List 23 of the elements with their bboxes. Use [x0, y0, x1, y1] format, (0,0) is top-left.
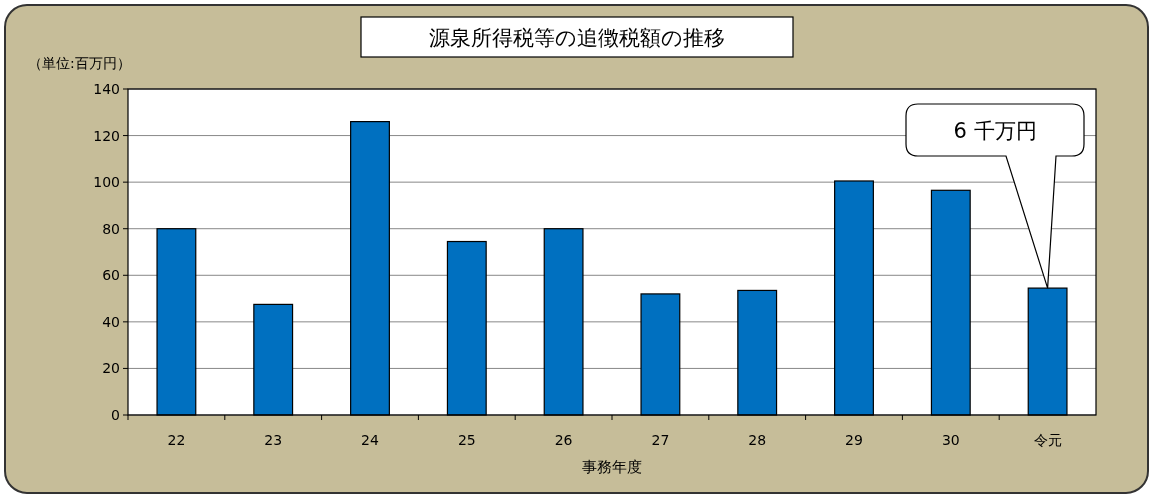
y-axis-title: （単位:百万円）: [28, 55, 131, 71]
x-tick-label: 23: [264, 432, 283, 448]
y-tick-label: 100: [93, 174, 120, 191]
x-axis-title: 事務年度: [582, 458, 642, 476]
y-tick-label: 140: [93, 81, 120, 97]
x-tick-label: 25: [457, 432, 476, 448]
x-tick-label: 24: [361, 432, 379, 448]
y-tick-label: 60: [102, 267, 120, 284]
y-tick-label: 40: [102, 313, 120, 330]
y-tick-label: 20: [102, 360, 120, 377]
x-tick-label: 29: [845, 432, 863, 448]
x-tick-label: 30: [941, 432, 960, 448]
x-tick-label: 22: [167, 432, 186, 448]
x-tick-label: 令元: [1033, 432, 1062, 448]
x-tick-label: 26: [554, 432, 573, 448]
chart-title: 源泉所得税等の追徴税額の推移: [429, 26, 725, 50]
x-tick-label: 28: [748, 432, 767, 448]
x-tick-label: 27: [651, 432, 670, 448]
y-tick-label: 120: [93, 127, 120, 144]
y-tick-label: 80: [102, 220, 120, 237]
y-tick-label: 0: [111, 407, 120, 423]
callout: 6 千万円: [905, 103, 1085, 289]
annotation: 6 千万円: [953, 119, 1037, 143]
